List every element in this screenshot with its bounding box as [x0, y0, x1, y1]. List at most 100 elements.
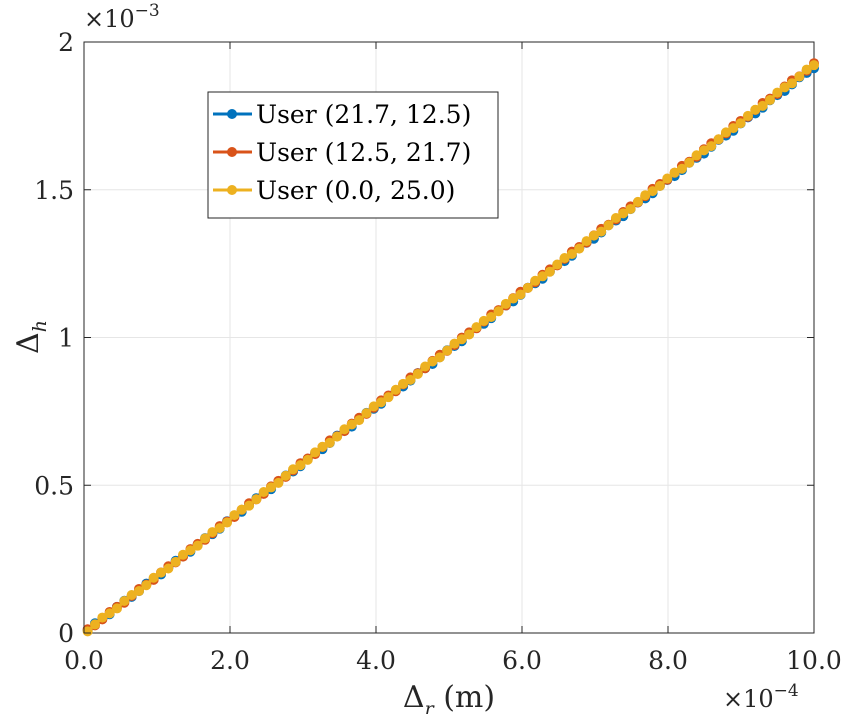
- y-tick-label: 1: [58, 324, 74, 353]
- data-point: [89, 619, 100, 630]
- data-point: [258, 487, 269, 497]
- y-axis-ticks: 0 0.5 1 1.5 2: [34, 28, 814, 648]
- data-point: [581, 236, 592, 247]
- data-point: [332, 431, 343, 442]
- legend-label: User (0.0, 25.0): [256, 176, 455, 205]
- data-point: [214, 523, 225, 534]
- data-point: [280, 470, 291, 481]
- data-point: [530, 275, 541, 286]
- data-point: [295, 460, 306, 471]
- data-point: [442, 345, 453, 356]
- legend-item: User (12.5, 21.7): [213, 138, 471, 167]
- data-point: [456, 334, 467, 345]
- data-point: [720, 127, 731, 138]
- data-point: [559, 253, 570, 264]
- legend-item: User (21.7, 12.5): [213, 100, 471, 129]
- x-multiplier-base: ×10: [723, 685, 774, 713]
- data-point: [207, 527, 218, 538]
- data-point: [200, 533, 211, 544]
- y-multiplier-base: ×10: [84, 5, 135, 33]
- x-tick-label: 8.0: [648, 646, 688, 675]
- y-axis-multiplier: ×10−3: [84, 1, 160, 33]
- data-point: [508, 293, 519, 304]
- legend-swatch-marker: [227, 147, 237, 157]
- data-point: [574, 243, 585, 254]
- data-point: [244, 500, 255, 511]
- x-tick-label: 10.0: [786, 646, 842, 675]
- y-label-sub: h: [29, 320, 51, 332]
- data-point: [500, 298, 511, 309]
- data-point: [317, 441, 328, 452]
- x-tick-label: 6.0: [502, 646, 542, 675]
- data-point: [222, 517, 233, 528]
- data-point: [346, 419, 357, 430]
- y-multiplier-exp: −3: [135, 1, 160, 21]
- data-point: [742, 110, 753, 121]
- x-multiplier-exp: −4: [774, 681, 799, 701]
- data-point: [728, 123, 739, 134]
- data-point: [676, 163, 687, 174]
- data-point: [104, 608, 115, 619]
- x-tick-label: 2.0: [210, 646, 250, 675]
- x-label-sub: r: [425, 698, 436, 714]
- data-point: [148, 572, 159, 583]
- legend-swatch-marker: [227, 185, 237, 195]
- data-point: [478, 315, 489, 326]
- data-point: [544, 266, 555, 277]
- x-axis-label: Δr (m): [403, 680, 495, 714]
- data-point: [764, 95, 775, 106]
- data-point: [647, 186, 658, 197]
- data-point: [119, 596, 130, 607]
- y-tick-label: 0.5: [34, 471, 74, 500]
- data-point: [464, 329, 475, 340]
- data-point: [522, 282, 533, 293]
- x-label-base: Δ: [403, 680, 425, 714]
- data-point: [112, 603, 122, 614]
- data-point: [486, 311, 497, 322]
- data-point: [156, 567, 167, 578]
- data-point: [654, 180, 665, 191]
- data-point: [772, 87, 783, 98]
- data-point: [251, 494, 262, 505]
- data-point: [185, 545, 196, 556]
- data-point: [398, 378, 409, 389]
- series-layer: [82, 58, 819, 637]
- series-3: [82, 60, 819, 637]
- legend-item: User (0.0, 25.0): [213, 176, 455, 205]
- data-point: [368, 401, 379, 412]
- data-point: [588, 230, 599, 241]
- data-point: [354, 415, 365, 426]
- data-point: [786, 78, 797, 89]
- data-point: [405, 374, 416, 385]
- y-tick-label: 0: [58, 619, 74, 648]
- data-point: [412, 368, 423, 379]
- data-point: [757, 100, 768, 111]
- y-tick-label: 2: [58, 28, 74, 57]
- data-point: [449, 338, 460, 349]
- legend-label: User (12.5, 21.7): [256, 138, 471, 167]
- data-point: [427, 356, 438, 367]
- data-point: [662, 173, 673, 184]
- data-point: [537, 271, 548, 282]
- data-point: [566, 249, 577, 260]
- x-tick-label: 4.0: [356, 646, 396, 675]
- data-point: [361, 408, 372, 419]
- data-point: [229, 510, 240, 521]
- data-point: [170, 556, 181, 567]
- data-point: [390, 384, 401, 395]
- data-point: [420, 361, 431, 372]
- y-tick-label: 1.5: [34, 176, 74, 205]
- x-axis-ticks: 0.0 2.0 4.0 6.0 8.0 10.0: [64, 42, 842, 675]
- data-point: [288, 464, 299, 475]
- data-point: [603, 220, 614, 231]
- data-point: [632, 196, 643, 207]
- x-label-unit: (m): [434, 680, 495, 714]
- data-point: [610, 213, 621, 224]
- data-point: [713, 134, 724, 145]
- data-point: [97, 612, 108, 623]
- data-point: [698, 145, 709, 156]
- data-point: [192, 540, 203, 551]
- data-point: [324, 437, 335, 448]
- data-point: [625, 203, 636, 214]
